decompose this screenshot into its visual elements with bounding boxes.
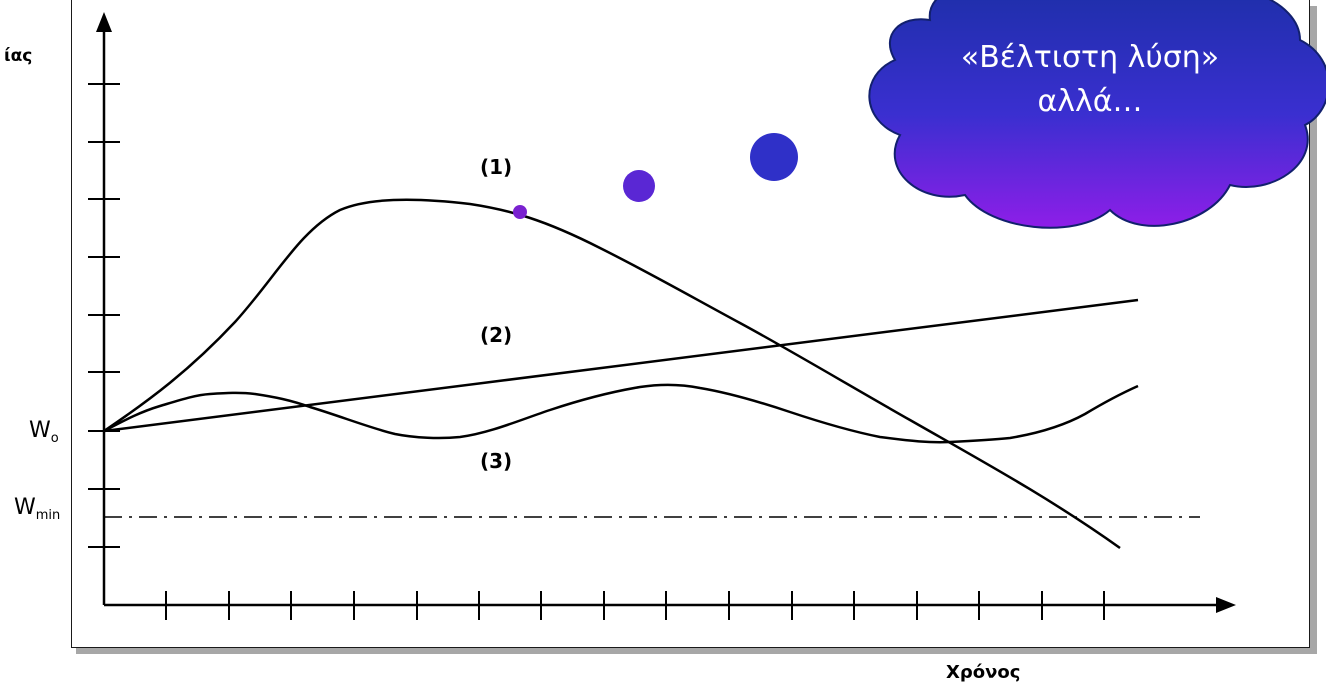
curve-3 <box>103 383 1139 444</box>
wmin-label-sub: min <box>35 508 61 523</box>
thought-bubble-large <box>750 133 798 181</box>
callout-line-1: «Βέλτιστη λύση» <box>960 40 1220 75</box>
y-axis-arrowhead <box>96 12 112 32</box>
curve-label-1: (1) <box>480 155 513 179</box>
w0-label: Wo <box>29 418 59 446</box>
wmin-label-base: W <box>14 495 36 520</box>
thought-bubble-medium <box>623 170 655 202</box>
curve-label-3: (3) <box>480 449 513 473</box>
w0-label-base: W <box>29 418 51 443</box>
cloud-callout <box>868 0 1326 229</box>
callout-line-2: αλλά… <box>1037 84 1143 119</box>
w0-label-sub: o <box>50 431 59 446</box>
y-axis-label: ίας <box>4 46 33 66</box>
curve-1 <box>103 198 1121 550</box>
thought-bubble-small <box>513 205 527 219</box>
wmin-label: Wmin <box>14 495 60 523</box>
callout-text: «Βέλτιστη λύση» αλλά… <box>880 36 1300 124</box>
x-axis-arrowhead <box>1216 597 1236 613</box>
curve-2 <box>103 298 1139 433</box>
x-axis-ticks <box>165 591 1105 620</box>
curve-label-2: (2) <box>480 323 513 347</box>
x-axis-label: Χρόνος <box>946 662 1021 683</box>
